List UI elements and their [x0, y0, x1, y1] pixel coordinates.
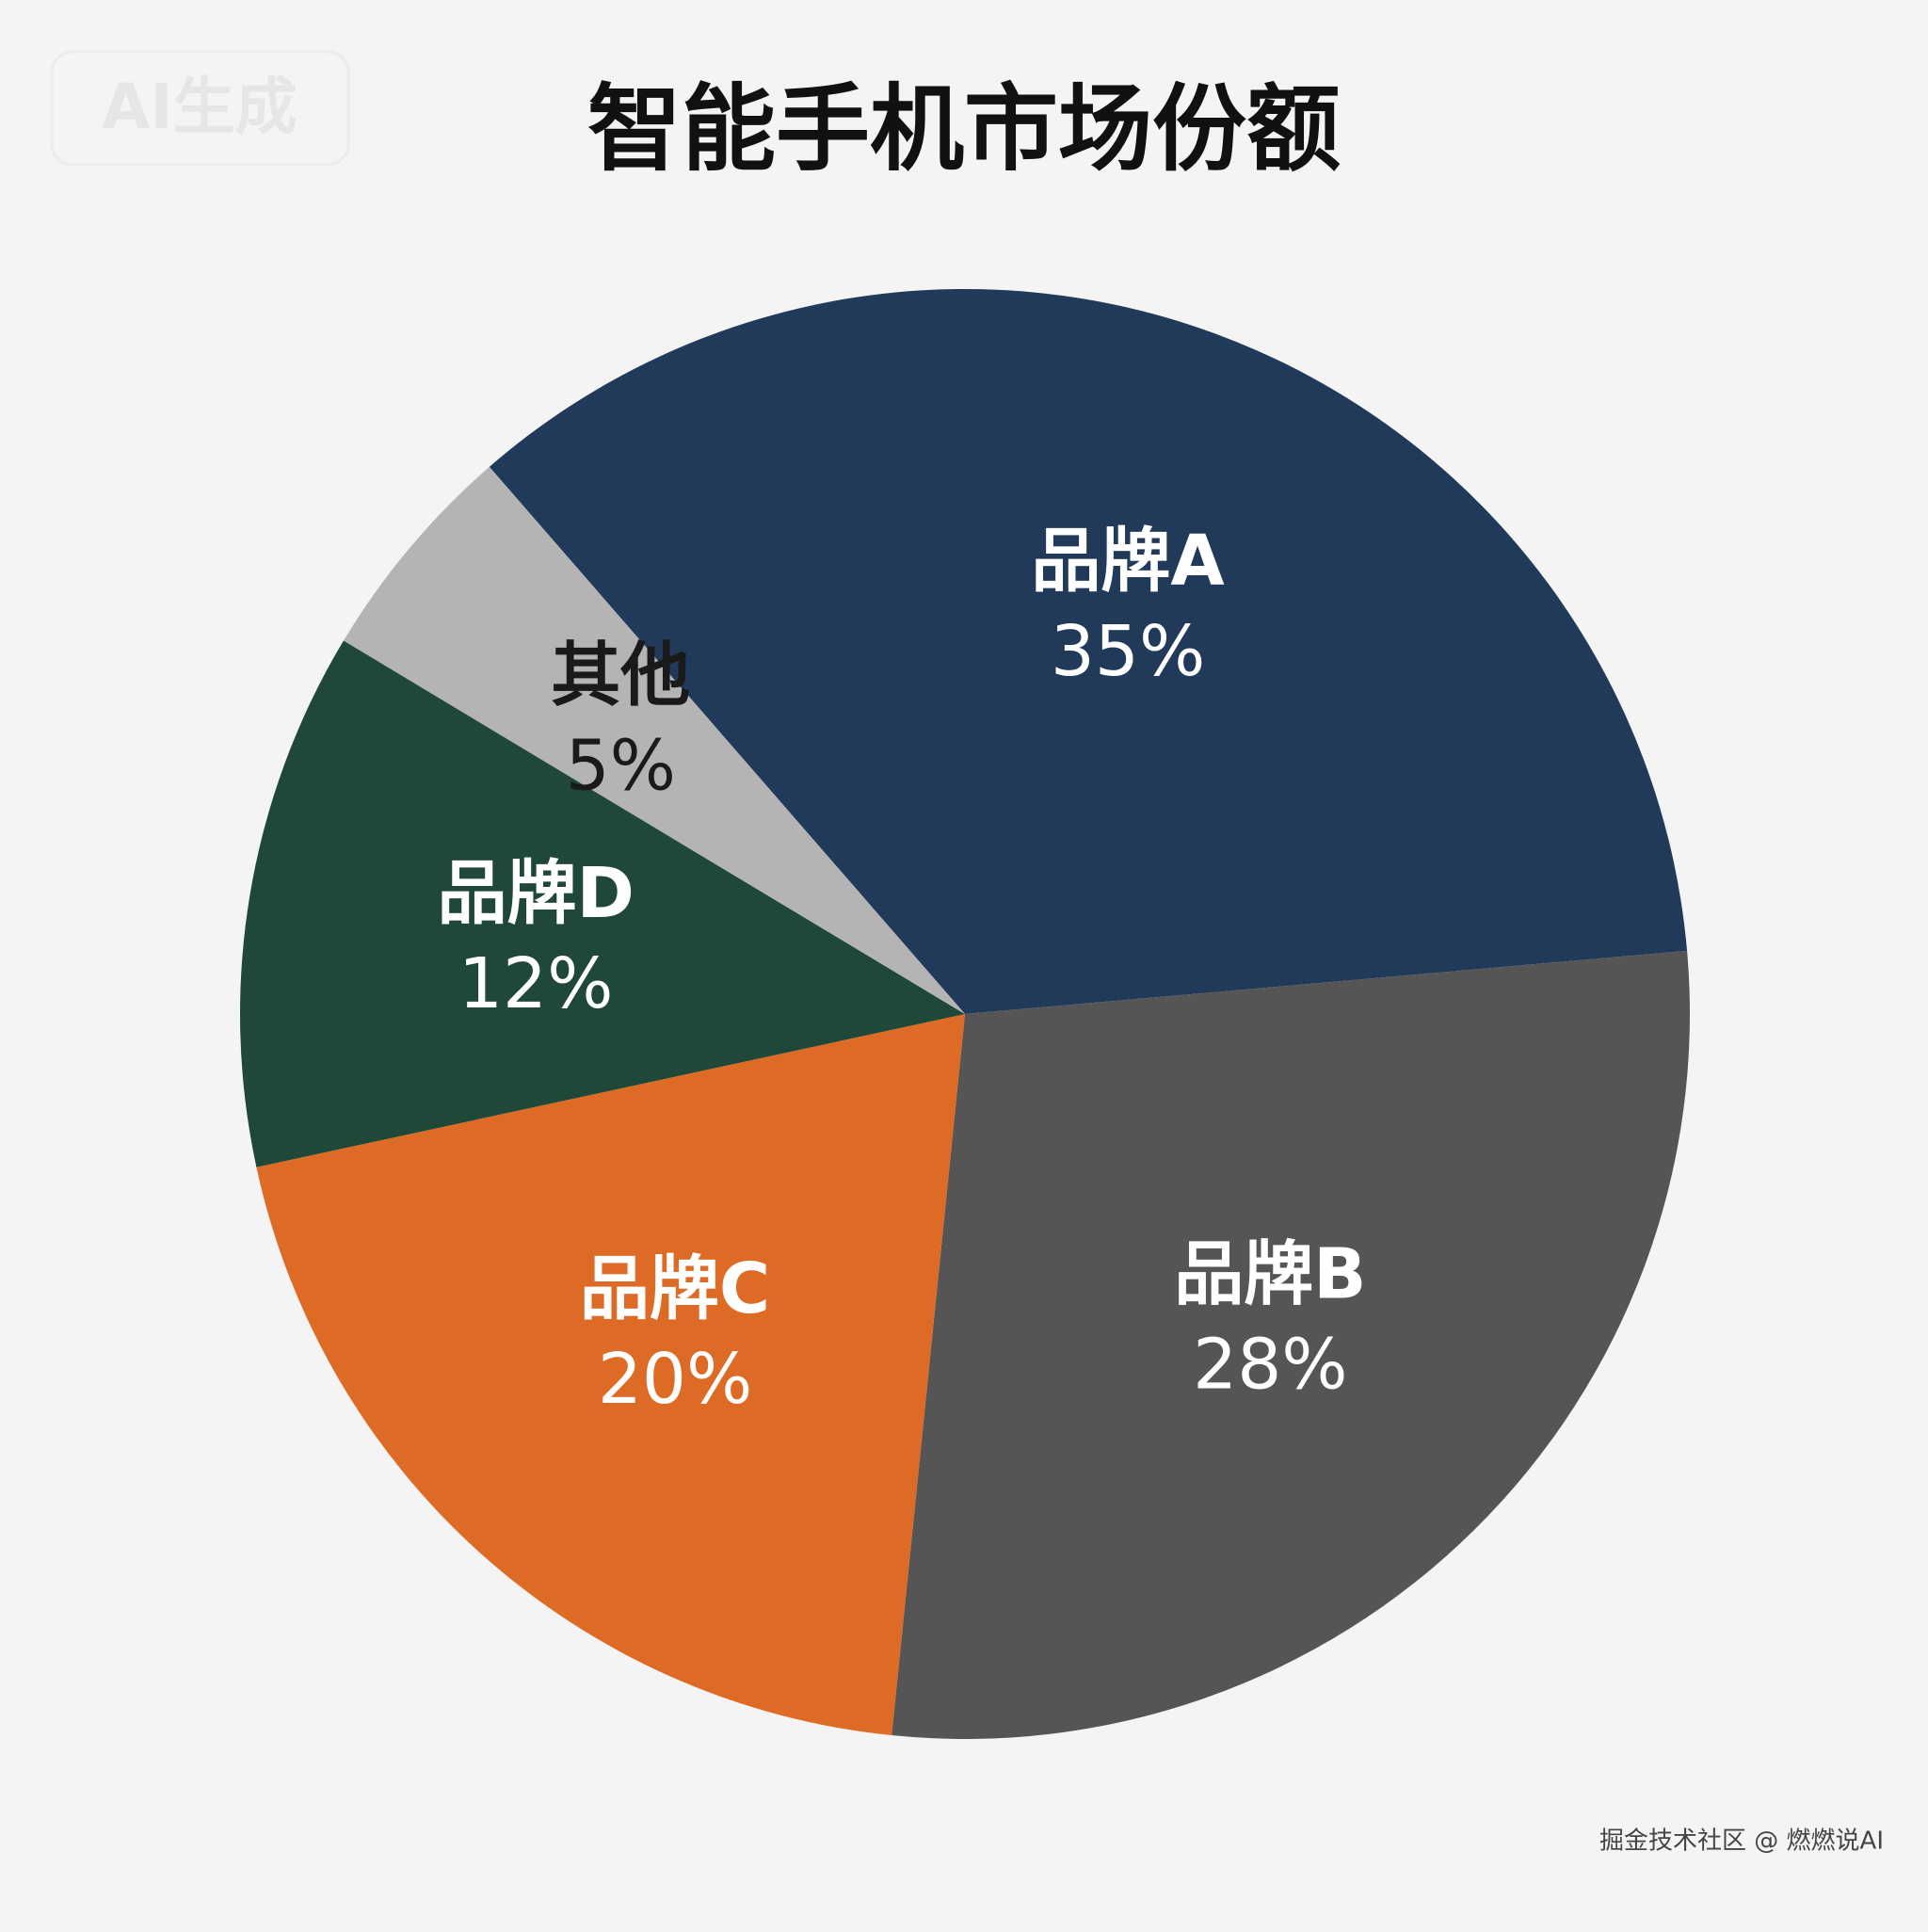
chart-title: 智能手机市场份额 — [587, 73, 1341, 184]
pie-slice — [892, 950, 1690, 1739]
value-label: 20% — [598, 1339, 752, 1420]
value-label: 35% — [1051, 611, 1205, 692]
pie-slice — [343, 466, 965, 1014]
watermark: AI生成 — [102, 71, 297, 143]
watermark: 掘金技术社区 @ 燃燃说AI — [1599, 1827, 1884, 1856]
value-label: 12% — [458, 943, 613, 1024]
slice-label: 其他 — [551, 636, 690, 716]
value-label: 5% — [566, 726, 676, 807]
pie — [239, 288, 1690, 1739]
pie-slice — [489, 288, 1688, 1014]
slice-label: 品牌C — [580, 1248, 770, 1329]
value-label: 28% — [1193, 1324, 1347, 1405]
slice-label: 品牌D — [437, 853, 634, 934]
slice-label: 品牌B — [1174, 1233, 1366, 1314]
pie-slice — [239, 640, 965, 1167]
slice-label: 品牌A — [1031, 521, 1224, 602]
pie-slice — [256, 1014, 965, 1736]
watermark-box — [50, 50, 350, 167]
labels: 品牌A 35% 品牌B 28% 品牌C 20% 品牌D 12% 其他 5% — [437, 521, 1366, 1420]
